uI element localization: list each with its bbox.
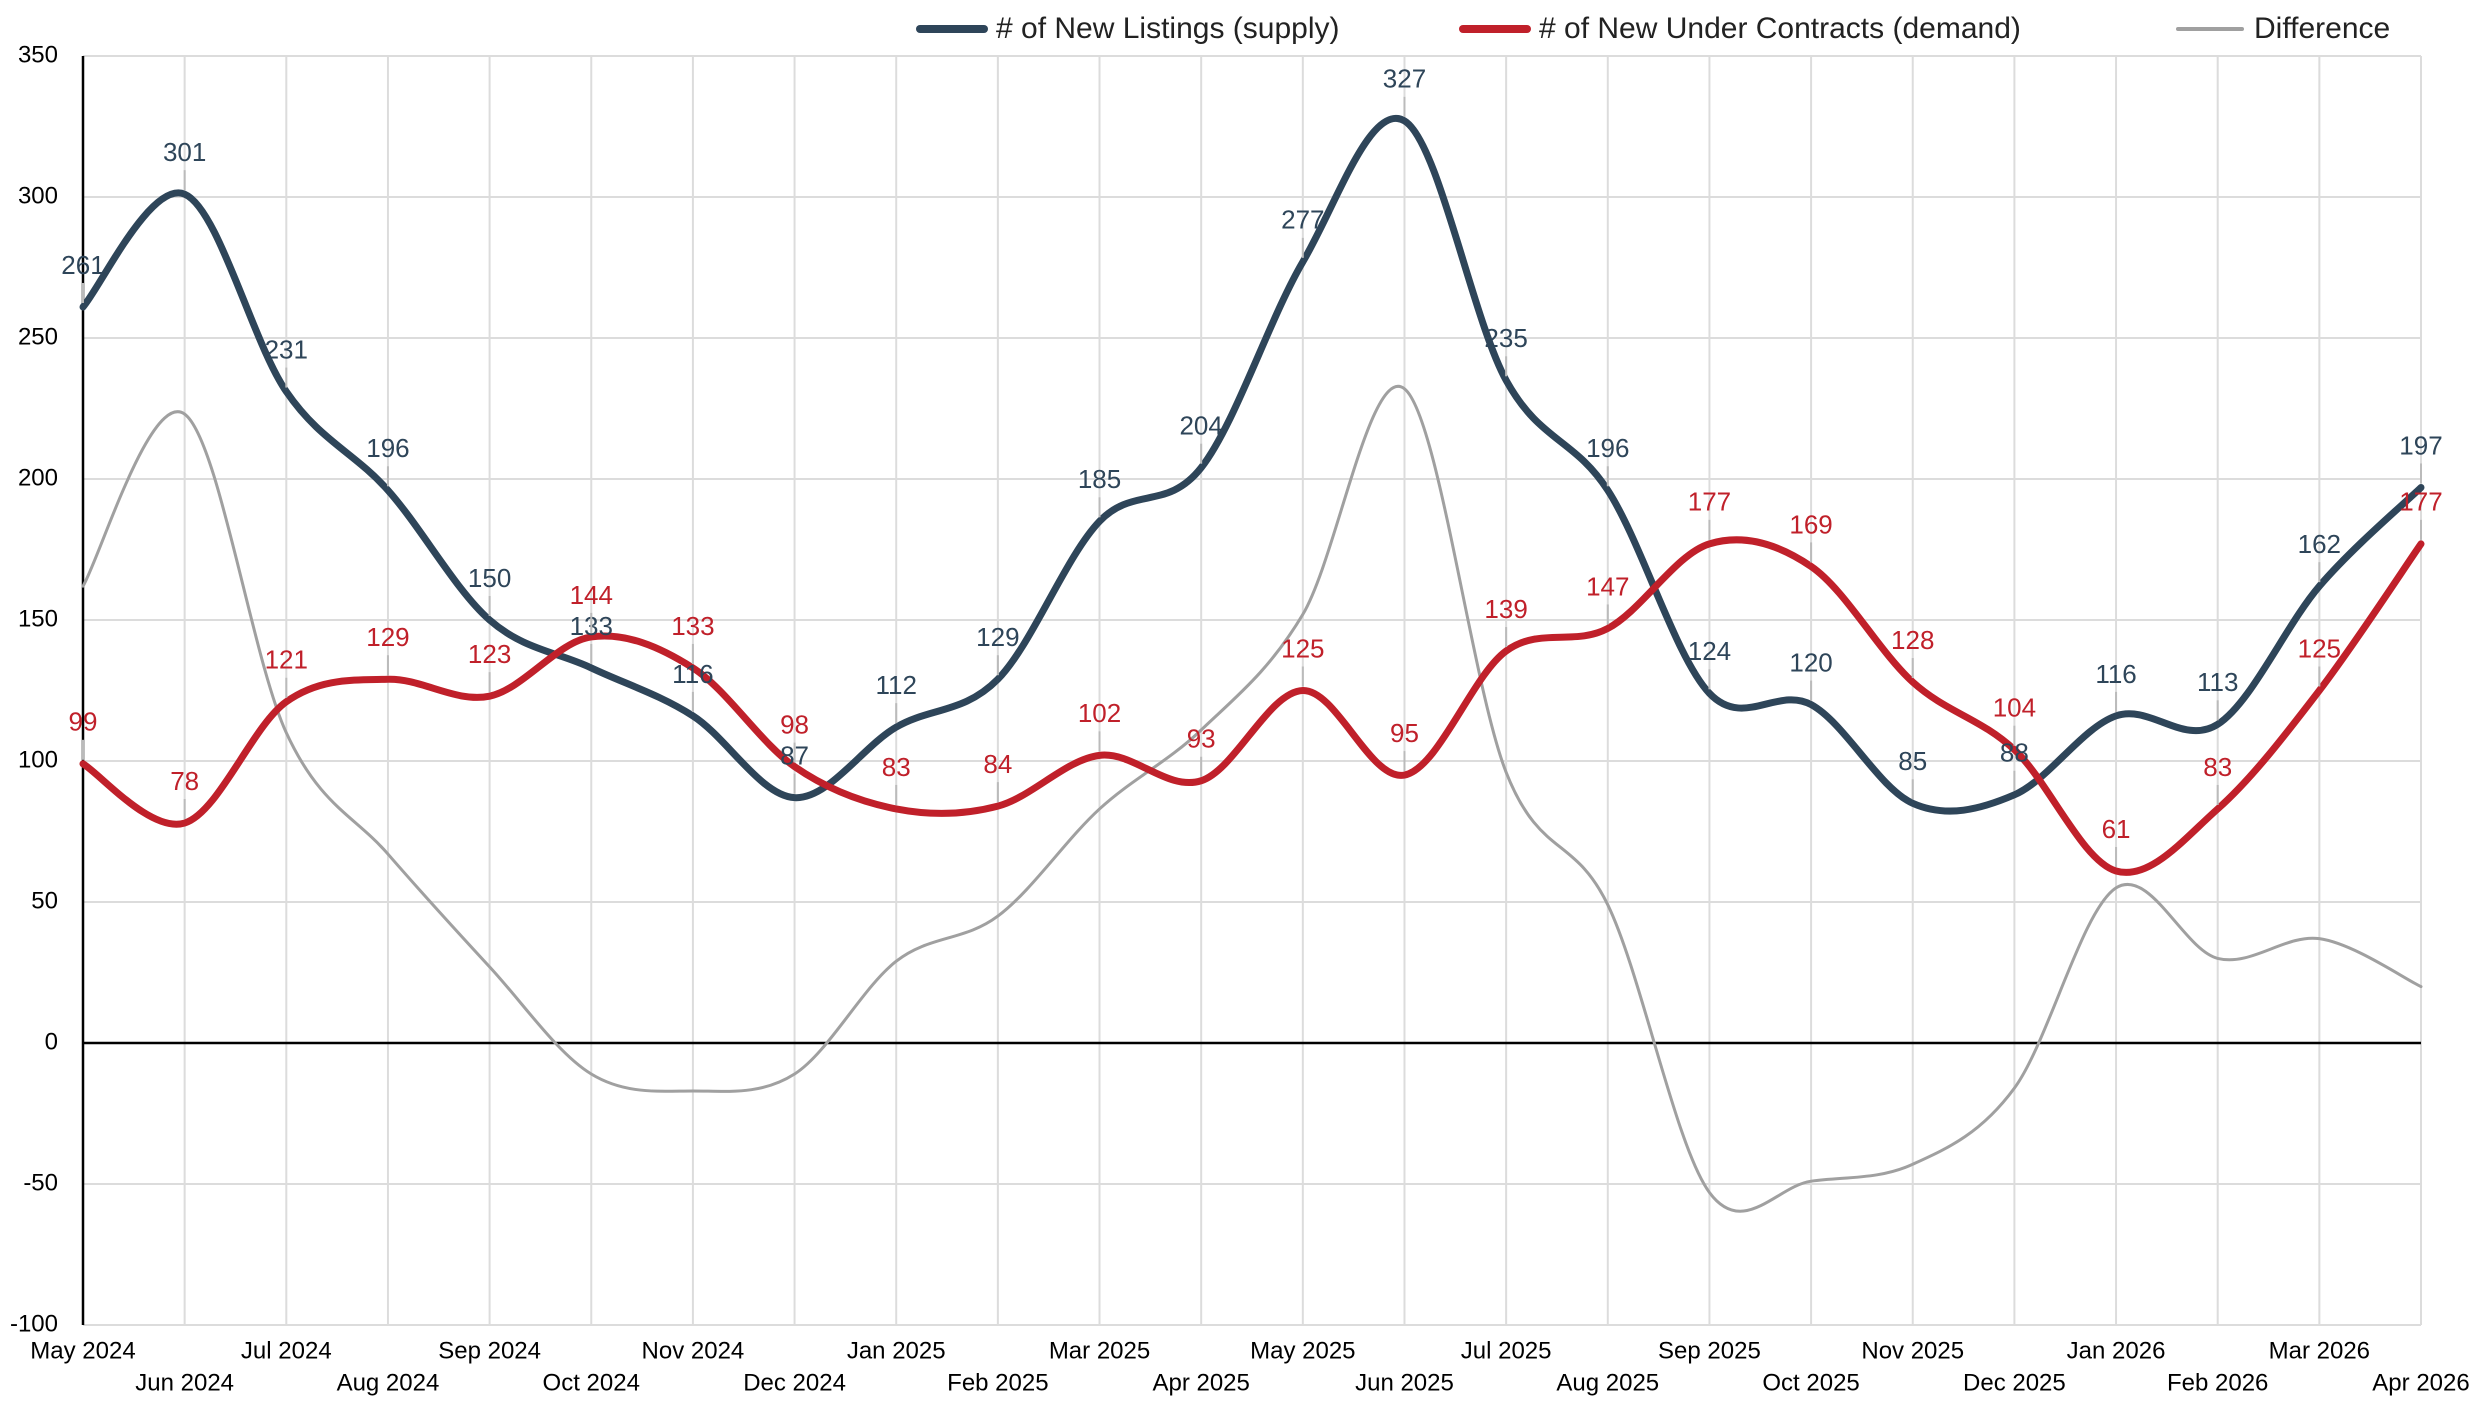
x-tick-label: Mar 2026 bbox=[2269, 1337, 2370, 1364]
data-label: 116 bbox=[2095, 659, 2136, 689]
x-tick-label: Sep 2025 bbox=[1658, 1337, 1761, 1364]
x-tick-label: Jun 2024 bbox=[135, 1369, 234, 1396]
data-label: 196 bbox=[1586, 433, 1629, 463]
x-tick-label: Feb 2025 bbox=[947, 1369, 1048, 1396]
data-label: 144 bbox=[570, 580, 613, 610]
x-tick-label: Nov 2024 bbox=[642, 1337, 745, 1364]
data-label: 83 bbox=[2203, 752, 2232, 782]
x-tick-label: Dec 2024 bbox=[743, 1369, 846, 1396]
data-label: 102 bbox=[1078, 698, 1121, 728]
x-tick-label: Jul 2024 bbox=[241, 1337, 332, 1364]
data-label: 177 bbox=[1688, 487, 1731, 517]
data-label: 121 bbox=[265, 645, 308, 675]
data-label: 61 bbox=[2102, 814, 2131, 844]
x-tick-label: May 2024 bbox=[30, 1337, 135, 1364]
data-label: 129 bbox=[976, 622, 1019, 652]
series-line bbox=[79, 115, 2425, 815]
y-tick-label: 100 bbox=[18, 746, 58, 773]
data-label: 139 bbox=[1484, 594, 1527, 624]
x-tick-label: Oct 2024 bbox=[543, 1369, 640, 1396]
data-label: 99 bbox=[69, 707, 98, 737]
data-label: 147 bbox=[1586, 571, 1629, 601]
y-tick-label: 300 bbox=[18, 182, 58, 209]
data-label: 327 bbox=[1383, 64, 1426, 94]
x-tick-label: Aug 2025 bbox=[1556, 1369, 1659, 1396]
data-label: 85 bbox=[1898, 746, 1927, 776]
data-label: 277 bbox=[1281, 205, 1324, 235]
data-label: 84 bbox=[983, 749, 1012, 779]
data-label: 231 bbox=[265, 334, 308, 364]
data-label: 95 bbox=[1390, 718, 1419, 748]
data-label: 124 bbox=[1688, 636, 1731, 666]
x-tick-label: May 2025 bbox=[1250, 1337, 1355, 1364]
data-label: 261 bbox=[61, 250, 104, 280]
data-label: 196 bbox=[366, 433, 409, 463]
data-label: 123 bbox=[468, 639, 511, 669]
data-label: 197 bbox=[2399, 430, 2442, 460]
data-label: 204 bbox=[1179, 411, 1222, 441]
x-tick-label: Mar 2025 bbox=[1049, 1337, 1150, 1364]
data-label: 120 bbox=[1789, 647, 1832, 677]
data-label: 235 bbox=[1484, 323, 1527, 353]
y-tick-label: -100 bbox=[10, 1310, 58, 1337]
series-line bbox=[79, 536, 2425, 876]
legend-label: Difference bbox=[2254, 12, 2390, 45]
y-tick-label: 50 bbox=[31, 887, 58, 914]
data-label: 177 bbox=[2399, 487, 2442, 517]
y-tick-label: 0 bbox=[45, 1028, 58, 1055]
data-label: 128 bbox=[1891, 625, 1934, 655]
x-tick-label: Oct 2025 bbox=[1762, 1369, 1859, 1396]
series-line bbox=[81, 384, 2423, 1213]
y-tick-label: 150 bbox=[18, 605, 58, 632]
x-tick-label: Jul 2025 bbox=[1461, 1337, 1552, 1364]
x-tick-label: Apr 2025 bbox=[1152, 1369, 1249, 1396]
legend-label: # of New Under Contracts (demand) bbox=[1539, 12, 2021, 45]
data-label: 113 bbox=[2197, 667, 2238, 697]
data-label: 112 bbox=[875, 670, 916, 700]
x-tick-label: Nov 2025 bbox=[1861, 1337, 1964, 1364]
data-label: 78 bbox=[170, 766, 199, 796]
data-label: 133 bbox=[671, 611, 714, 641]
x-tick-label: Feb 2026 bbox=[2167, 1369, 2268, 1396]
y-tick-label: 200 bbox=[18, 464, 58, 491]
data-label: 169 bbox=[1789, 509, 1832, 539]
data-label: 185 bbox=[1078, 464, 1121, 494]
data-label: 162 bbox=[2298, 529, 2341, 559]
data-label: 93 bbox=[1187, 724, 1216, 754]
data-label: 98 bbox=[780, 710, 809, 740]
y-tick-label: 350 bbox=[18, 41, 58, 68]
data-label: 125 bbox=[2298, 633, 2341, 663]
data-label: 83 bbox=[882, 752, 911, 782]
x-tick-label: Apr 2026 bbox=[2372, 1369, 2469, 1396]
legend-label: # of New Listings (supply) bbox=[996, 12, 1339, 45]
x-tick-label: Sep 2024 bbox=[438, 1337, 541, 1364]
x-tick-label: Jun 2025 bbox=[1355, 1369, 1454, 1396]
data-label: 125 bbox=[1281, 633, 1324, 663]
data-label: 301 bbox=[163, 137, 206, 167]
x-tick-label: Aug 2024 bbox=[337, 1369, 440, 1396]
x-tick-label: Jan 2026 bbox=[2067, 1337, 2166, 1364]
data-label: 150 bbox=[468, 563, 511, 593]
data-label: 129 bbox=[366, 622, 409, 652]
x-tick-label: Dec 2025 bbox=[1963, 1369, 2066, 1396]
x-tick-label: Jan 2025 bbox=[847, 1337, 946, 1364]
y-tick-label: 250 bbox=[18, 323, 58, 350]
data-label: 104 bbox=[1993, 693, 2036, 723]
y-tick-label: -50 bbox=[23, 1169, 58, 1196]
